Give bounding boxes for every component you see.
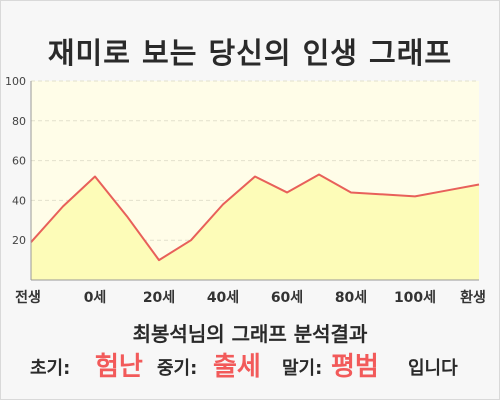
x-tick-label: 환생 (460, 289, 486, 306)
early-value: 험난 (95, 352, 143, 382)
x-tick-label: 전생 (15, 289, 41, 306)
x-tick-label: 100세 (394, 290, 436, 306)
y-tick-label: 40 (12, 194, 26, 207)
middle-value: 출세 (213, 352, 261, 382)
life-area-fill (31, 174, 479, 280)
page-title: 재미로 보는 당신의 인생 그래프 (47, 36, 453, 70)
x-tick-label: 0세 (84, 290, 107, 306)
life-line (30, 173, 480, 262)
y-tick-label: 80 (12, 115, 26, 128)
x-tick-label: 20세 (143, 290, 175, 306)
x-tick-label: 60세 (271, 290, 303, 306)
analysis-result-line: 초기: 험난 중기: 출세 말기: 평범 입니다 (0, 346, 500, 382)
late-label: 말기: (282, 358, 323, 379)
y-tick-label: 20 (12, 234, 26, 247)
late-value: 평범 (331, 352, 379, 382)
x-tick-label: 40세 (207, 290, 239, 306)
middle-label: 중기: (157, 358, 198, 379)
y-tick-label: 60 (12, 155, 26, 168)
x-tick-label: 80세 (335, 290, 367, 306)
suffix-text: 입니다 (408, 358, 458, 379)
analysis-heading: 최봉석님의 그래프 분석결과 (132, 322, 368, 346)
early-label: 초기: (30, 358, 71, 379)
y-tick-label: 100 (5, 75, 26, 88)
